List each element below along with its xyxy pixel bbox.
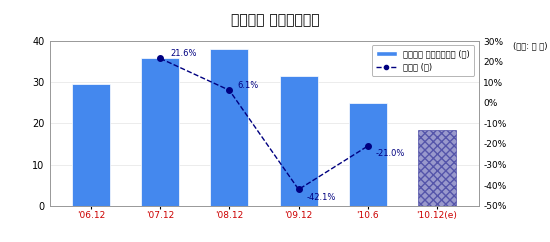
Bar xyxy=(72,84,110,206)
Text: 21.6%: 21.6% xyxy=(170,49,197,58)
Text: 착공기준 주택공사잔량: 착공기준 주택공사잔량 xyxy=(230,13,320,27)
Text: 6.1%: 6.1% xyxy=(238,81,259,90)
Text: (단위: 조 원): (단위: 조 원) xyxy=(513,41,547,50)
Bar xyxy=(141,58,179,206)
Bar xyxy=(418,130,456,206)
Text: -42.1%: -42.1% xyxy=(307,193,336,202)
Legend: 착공기준 주택공사잔량 (좌), 증감률 (우): 착공기준 주택공사잔량 (좌), 증감률 (우) xyxy=(372,45,474,76)
Bar xyxy=(279,76,318,206)
Bar xyxy=(211,49,249,206)
Text: -21.0%: -21.0% xyxy=(376,149,405,158)
Bar xyxy=(349,103,387,206)
